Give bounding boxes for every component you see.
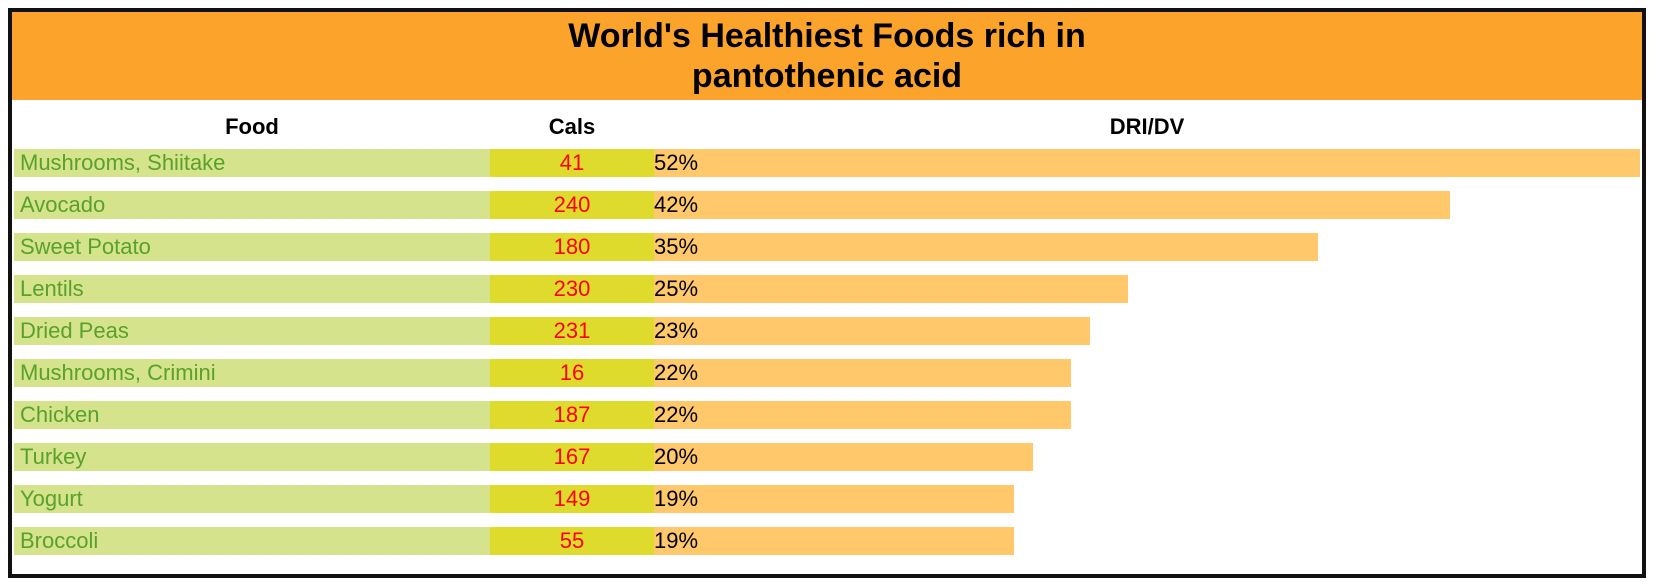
calories-cell: 231 [490,317,654,345]
cals-column-header: Cals [548,114,596,139]
food-name-cell: Broccoli [14,527,490,555]
dri-bar [654,317,1090,345]
calories-cell: 230 [490,275,654,303]
food-name-cell: Mushrooms, Shiitake [14,149,490,177]
dri-bar [654,233,1318,261]
title-band: World's Healthiest Foods rich in pantoth… [12,12,1642,100]
chart-frame: World's Healthiest Foods rich in pantoth… [8,8,1646,578]
calories-cell: 180 [490,233,654,261]
table-row: Yogurt 149 19% [14,485,1640,513]
chart-title-line-1: World's Healthiest Foods rich in [568,17,1086,55]
table-row: Sweet Potato 180 35% [14,233,1640,261]
calories-cell: 167 [490,443,654,471]
dri-value-label: 42% [654,192,699,217]
calories-cell: 240 [490,191,654,219]
table-row: Turkey 167 20% [14,443,1640,471]
table-row: Avocado 240 42% [14,191,1640,219]
calories-cell: 55 [490,527,654,555]
food-name-cell: Dried Peas [14,317,490,345]
table-row: Broccoli 55 19% [14,527,1640,555]
calories-cell: 149 [490,485,654,513]
dri-value-label: 35% [654,234,699,259]
dri-bar [654,275,1128,303]
dri-value-label: 19% [654,486,699,511]
dri-bar [654,485,1014,513]
table-row: Chicken 187 22% [14,401,1640,429]
food-name-cell: Mushrooms, Crimini [14,359,490,387]
dri-value-label: 22% [654,360,699,385]
food-name-cell: Chicken [14,401,490,429]
table-row: Mushrooms, Shiitake 41 52% [14,149,1640,177]
dri-value-label: 22% [654,402,699,427]
dri-value-label: 52% [654,150,699,175]
table-row: Lentils 230 25% [14,275,1640,303]
table-row: Dried Peas 231 23% [14,317,1640,345]
calories-cell: 41 [490,149,654,177]
food-column-header: Food [225,114,279,139]
calories-cell: 187 [490,401,654,429]
dri-column-header: DRI/DV [1109,114,1185,139]
dri-bar [654,191,1450,219]
food-name-cell: Yogurt [14,485,490,513]
table-row: Mushrooms, Crimini 16 22% [14,359,1640,387]
dri-bar [654,443,1033,471]
dri-value-label: 23% [654,318,699,343]
food-name-cell: Turkey [14,443,490,471]
dri-bar [654,149,1640,177]
dri-value-label: 19% [654,528,699,553]
dri-bar [654,527,1014,555]
chart-title-line-2: pantothenic acid [691,57,963,95]
dri-value-label: 20% [654,444,699,469]
calories-cell: 16 [490,359,654,387]
food-name-cell: Avocado [14,191,490,219]
dri-bar [654,359,1071,387]
dri-value-label: 25% [654,276,699,301]
dri-bar [654,401,1071,429]
food-name-cell: Sweet Potato [14,233,490,261]
food-name-cell: Lentils [14,275,490,303]
